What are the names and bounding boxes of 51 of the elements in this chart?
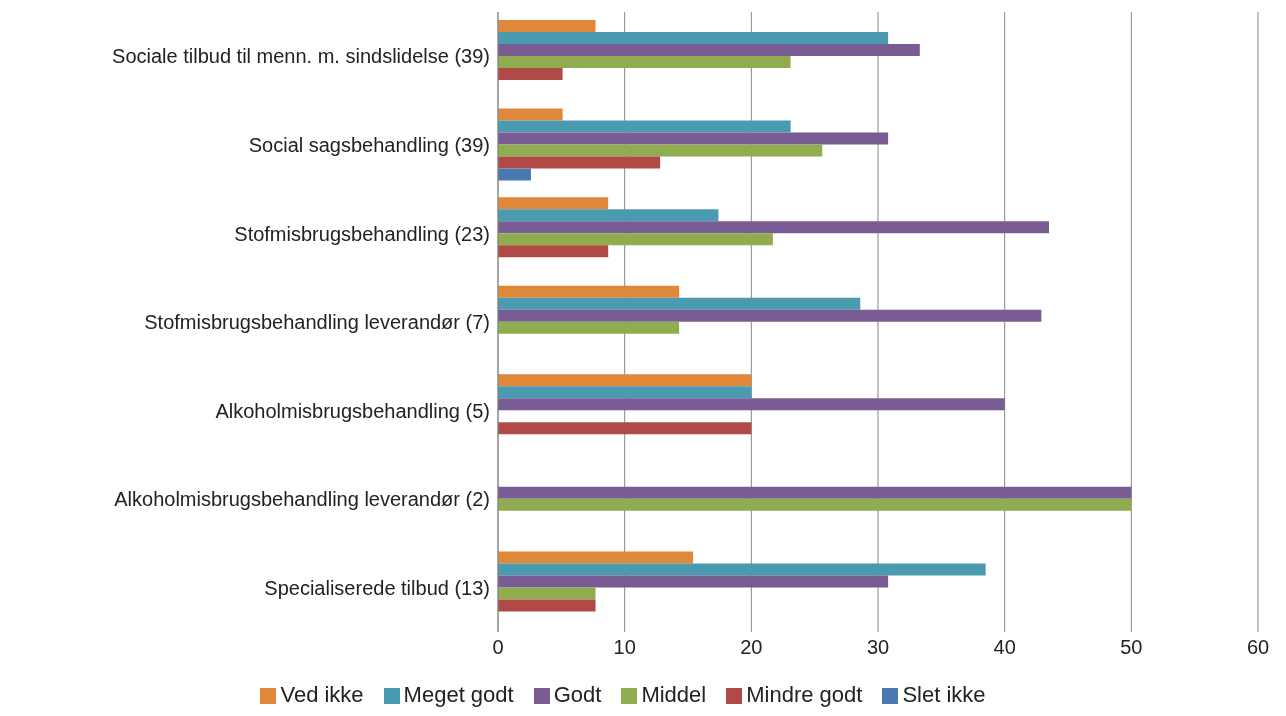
y-tick-label: Stofmisbrugsbehandling leverandør (7) bbox=[144, 311, 490, 334]
bar bbox=[498, 245, 609, 258]
bar bbox=[498, 233, 773, 246]
bar bbox=[498, 120, 791, 133]
x-tick-label: 30 bbox=[866, 636, 890, 659]
bar bbox=[498, 563, 986, 576]
bar bbox=[498, 209, 719, 222]
legend-label: Godt bbox=[553, 682, 602, 707]
bar bbox=[498, 32, 889, 44]
legend-label: Meget godt bbox=[403, 682, 514, 707]
y-tick-label: Specialiserede tilbud (13) bbox=[264, 576, 490, 599]
bar bbox=[498, 20, 596, 32]
y-tick-label: Alkoholmisbrugsbehandling leverandør (2) bbox=[114, 488, 490, 511]
bar bbox=[498, 197, 609, 210]
bar bbox=[498, 321, 680, 334]
bar bbox=[498, 374, 752, 387]
bar bbox=[498, 156, 661, 169]
bar bbox=[498, 285, 680, 298]
bar bbox=[498, 132, 889, 145]
x-tick-label: 10 bbox=[613, 636, 636, 659]
x-tick-label: 40 bbox=[993, 636, 1016, 659]
y-tick-label: Alkoholmisbrugsbehandling (5) bbox=[215, 399, 490, 422]
bar bbox=[498, 68, 563, 80]
bar bbox=[498, 486, 1132, 499]
legend-label: Ved ikke bbox=[280, 682, 364, 707]
x-tick-label: 20 bbox=[740, 636, 763, 659]
x-tick-label: 0 bbox=[492, 636, 504, 659]
legend-label: Slet ikke bbox=[902, 682, 986, 707]
bar bbox=[498, 575, 889, 588]
y-tick-label: Stofmisbrugsbehandling (23) bbox=[234, 222, 490, 245]
x-tick-label: 60 bbox=[1246, 636, 1270, 659]
bar bbox=[498, 551, 694, 564]
bar bbox=[498, 309, 1042, 322]
x-tick-label: 50 bbox=[1120, 636, 1143, 659]
y-tick-label: Social sagsbehandling (39) bbox=[248, 133, 490, 156]
bar bbox=[498, 587, 596, 600]
legend-label: Middel bbox=[641, 682, 707, 707]
bar bbox=[498, 56, 791, 68]
y-tick-label: Sociale tilbud til menn. m. sindslidelse (39) bbox=[112, 45, 490, 68]
bar bbox=[498, 297, 861, 310]
legend-label: Mindre godt bbox=[746, 682, 863, 707]
bar bbox=[498, 221, 1049, 234]
bar bbox=[498, 144, 823, 157]
bar bbox=[498, 422, 752, 435]
bar bbox=[498, 44, 920, 56]
bar bbox=[498, 168, 531, 181]
bar bbox=[498, 599, 596, 612]
bar bbox=[498, 386, 752, 399]
bar bbox=[498, 108, 563, 121]
bar bbox=[498, 398, 1005, 411]
bar bbox=[498, 498, 1132, 511]
